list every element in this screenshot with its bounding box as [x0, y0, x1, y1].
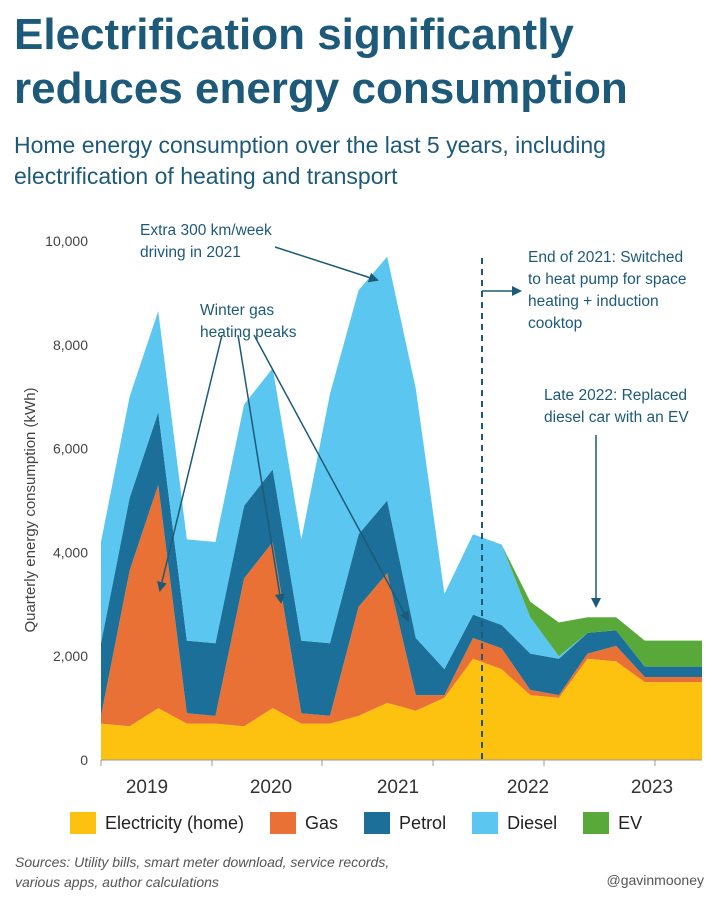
x-tick-label: 2020	[250, 777, 292, 798]
y-tick-label: 8,000	[53, 337, 88, 353]
legend-label-ev: EV	[618, 812, 643, 833]
annotation-winter-gas: Winter gas heating peaks	[200, 302, 297, 341]
legend-swatch-diesel	[472, 812, 499, 834]
legend: Electricity (home) Gas Petrol Diesel EV	[70, 812, 668, 834]
x-tick-label: 2022	[507, 777, 549, 798]
area-diesel	[101, 256, 702, 670]
legend-item-electricity: Electricity (home)	[70, 812, 244, 834]
chart-areas	[101, 256, 702, 760]
x-tick-label: 2019	[126, 777, 168, 798]
author-handle: @gavinmooney	[606, 872, 705, 888]
legend-item-petrol: Petrol	[364, 812, 446, 834]
annotations: Extra 300 km/week driving in 2021 Winter g…	[140, 222, 689, 760]
x-tick-label: 2021	[377, 777, 419, 798]
legend-item-diesel: Diesel	[472, 812, 557, 834]
annotation-heat-pump: End of 2021: Switched to heat pump for sp…	[528, 249, 687, 332]
legend-label-gas: Gas	[305, 812, 339, 833]
x-tick-label: 2023	[631, 777, 673, 798]
chart-title: Electrification significantly reduces en…	[14, 10, 628, 113]
legend-label-petrol: Petrol	[399, 812, 447, 833]
y-axis-label: Quarterly energy consumption (kWh)	[22, 387, 39, 632]
legend-swatch-petrol	[364, 812, 391, 834]
legend-item-gas: Gas	[270, 812, 338, 834]
annotation-ev: Late 2022: Replaced diesel car with an EV	[544, 387, 689, 426]
y-tick-label: 6,000	[53, 441, 88, 457]
chart-subtitle: Home energy consumption over the last 5 …	[14, 132, 606, 189]
legend-label-electricity: Electricity (home)	[105, 812, 245, 833]
annotation-arrow	[253, 334, 409, 622]
legend-swatch-electricity	[70, 812, 96, 834]
annotation-arrow	[237, 334, 285, 604]
y-axis-ticks: 0 2,000 4,000 6,000 8,000 10,000	[45, 233, 88, 768]
y-tick-label: 2,000	[53, 648, 88, 664]
stacked-area-chart: 0 2,000 4,000 6,000 8,000 10,000 2019 2020 2021…	[22, 222, 702, 798]
legend-swatch-ev	[583, 812, 610, 834]
y-tick-label: 0	[80, 752, 88, 768]
legend-label-diesel: Diesel	[507, 812, 558, 833]
area-gas	[101, 484, 702, 727]
annotation-arrow	[157, 334, 223, 592]
annotation-extra-driving: Extra 300 km/week driving in 2021	[140, 222, 272, 261]
area-electricity	[101, 658, 702, 760]
x-axis	[100, 759, 702, 766]
legend-item-ev: EV	[583, 812, 642, 834]
y-tick-label: 10,000	[45, 233, 88, 249]
sources-note: Sources: Utility bills, smart meter down…	[15, 854, 390, 890]
legend-swatch-gas	[270, 812, 297, 834]
annotation-arrow	[274, 246, 379, 283]
area-petrol	[101, 412, 702, 716]
y-tick-label: 4,000	[53, 544, 88, 560]
x-axis-labels: 2019 2020 2021 2022 2023	[126, 777, 673, 798]
